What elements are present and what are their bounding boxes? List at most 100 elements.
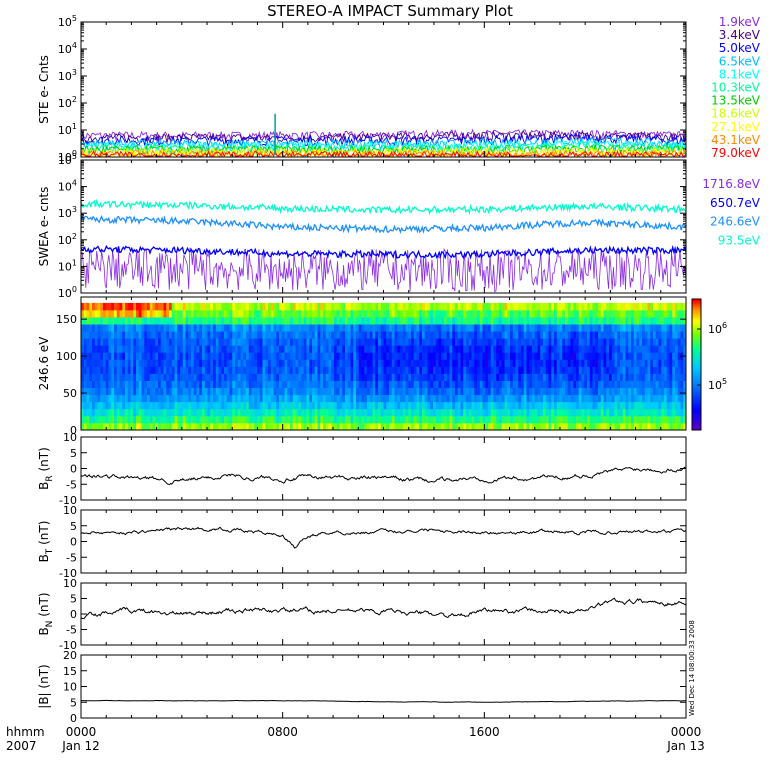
pad-cell bbox=[94, 345, 98, 353]
pad-cell bbox=[215, 408, 219, 417]
pad-cell bbox=[598, 373, 602, 381]
pad-cell bbox=[372, 394, 376, 403]
pad-cell bbox=[391, 345, 395, 353]
pad-cell bbox=[430, 345, 434, 353]
pad-cell bbox=[358, 324, 362, 332]
pad-cell bbox=[493, 359, 497, 367]
pad-cell bbox=[430, 324, 434, 332]
pad-cell bbox=[683, 366, 687, 374]
pad-cell bbox=[620, 422, 624, 431]
pad-cell bbox=[543, 415, 547, 424]
pad-cell bbox=[647, 338, 651, 346]
pad-cell bbox=[521, 345, 525, 353]
pad-cell bbox=[562, 345, 566, 353]
pad-cell bbox=[372, 309, 376, 318]
pad-cell bbox=[177, 373, 181, 381]
pad-cell bbox=[378, 387, 382, 396]
pad-cell bbox=[141, 394, 145, 403]
pad-cell bbox=[114, 408, 118, 417]
pad-cell bbox=[144, 401, 148, 410]
pad-cell bbox=[268, 387, 272, 396]
pad-cell bbox=[350, 345, 354, 353]
pad-cell bbox=[325, 359, 329, 367]
pad-cell bbox=[199, 366, 203, 374]
pad-cell bbox=[416, 373, 420, 381]
pad-cell bbox=[683, 309, 687, 318]
pad-cell bbox=[592, 415, 596, 424]
pad-cell bbox=[226, 408, 230, 417]
pad-cell bbox=[125, 359, 129, 367]
pad-cell bbox=[389, 302, 393, 311]
pad-cell bbox=[306, 359, 310, 367]
pad-cell bbox=[94, 394, 98, 403]
pad-cell bbox=[188, 345, 192, 353]
pad-cell bbox=[188, 352, 192, 360]
pad-cell bbox=[389, 317, 393, 325]
pad-cell bbox=[477, 394, 481, 403]
bn-y-tick-label: -5 bbox=[66, 624, 77, 637]
pad-cell bbox=[438, 408, 442, 417]
pad-cell bbox=[548, 366, 552, 374]
pad-cell bbox=[595, 359, 599, 367]
pad-cell bbox=[358, 309, 362, 318]
pad-cell bbox=[169, 422, 173, 431]
pad-cell bbox=[444, 309, 448, 318]
pad-cell bbox=[163, 317, 167, 325]
pad-cell bbox=[551, 317, 555, 325]
pad-cell bbox=[246, 401, 250, 410]
pad-cell bbox=[672, 366, 676, 374]
pad-colorbar-tick-label: 105 bbox=[708, 377, 727, 392]
pad-cell bbox=[83, 317, 87, 325]
pad-cell bbox=[207, 373, 211, 381]
pad-cell bbox=[83, 401, 87, 410]
pad-cell bbox=[625, 380, 629, 389]
pad-cell bbox=[86, 387, 90, 396]
pad-cell bbox=[276, 408, 280, 417]
pad-cell bbox=[617, 302, 621, 311]
pad-cell bbox=[504, 380, 508, 389]
pad-cell bbox=[298, 408, 302, 417]
pad-cell bbox=[292, 387, 296, 396]
pad-cell bbox=[573, 359, 577, 367]
bmag-y-tick-label: 20 bbox=[63, 649, 77, 662]
pad-cell bbox=[383, 401, 387, 410]
pad-cell bbox=[133, 324, 137, 332]
pad-cell bbox=[224, 415, 228, 424]
pad-cell bbox=[408, 408, 412, 417]
pad-cell bbox=[180, 345, 184, 353]
pad-cell bbox=[493, 317, 497, 325]
pad-cell bbox=[199, 338, 203, 346]
pad-cell bbox=[147, 359, 151, 367]
pad-cell bbox=[103, 317, 107, 325]
pad-cell bbox=[510, 302, 514, 311]
pad-cell bbox=[589, 359, 593, 367]
pad-cell bbox=[631, 373, 635, 381]
pad-cell bbox=[482, 324, 486, 332]
pad-cell bbox=[529, 331, 533, 339]
pad-cell bbox=[430, 338, 434, 346]
pad-cell bbox=[342, 359, 346, 367]
pad-cell bbox=[537, 380, 541, 389]
pad-cell bbox=[452, 366, 456, 374]
pad-cell bbox=[391, 387, 395, 396]
pad-cell bbox=[248, 331, 252, 339]
pad-cell bbox=[347, 380, 351, 389]
pad-cell bbox=[328, 380, 332, 389]
pad-cell bbox=[614, 387, 618, 396]
pad-cell bbox=[672, 387, 676, 396]
pad-cell bbox=[353, 302, 357, 311]
pad-cell bbox=[226, 373, 230, 381]
pad-cell bbox=[386, 324, 390, 332]
pad-cell bbox=[306, 401, 310, 410]
pad-cell bbox=[551, 309, 555, 318]
pad-cell bbox=[336, 317, 340, 325]
pad-cell bbox=[526, 408, 530, 417]
pad-cell bbox=[598, 302, 602, 311]
pad-cell bbox=[438, 415, 442, 424]
pad-cell bbox=[675, 338, 679, 346]
pad-cell bbox=[394, 380, 398, 389]
pad-cell bbox=[485, 380, 489, 389]
pad-cell bbox=[314, 422, 318, 431]
pad-cell bbox=[356, 317, 360, 325]
pad-cell bbox=[664, 345, 668, 353]
